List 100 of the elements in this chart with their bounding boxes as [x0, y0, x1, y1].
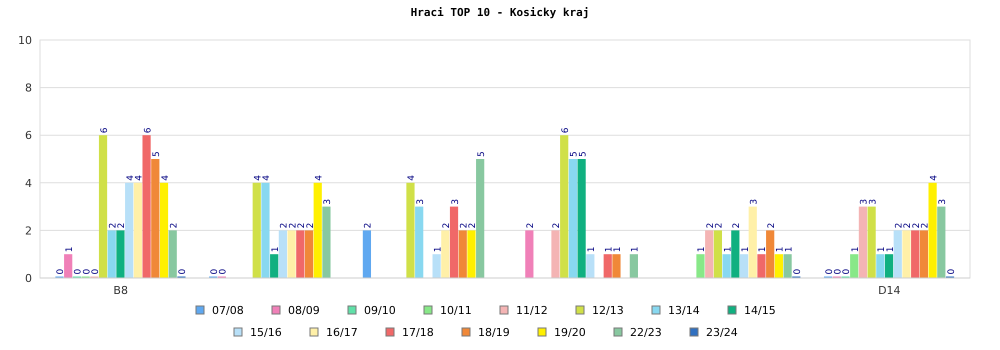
bar: [314, 182, 322, 278]
y-tick-label: 2: [25, 224, 32, 238]
data-label: 1: [886, 246, 896, 252]
data-label: 1: [604, 246, 614, 252]
y-tick-label: 6: [25, 129, 32, 142]
bar: [911, 230, 920, 278]
bar: [884, 254, 894, 278]
data-label: 2: [306, 222, 316, 228]
bar: [714, 230, 722, 278]
data-label: 2: [714, 222, 725, 228]
data-label: 0: [218, 268, 229, 274]
bar: [937, 206, 946, 278]
bar: [876, 254, 884, 278]
bar: [868, 206, 876, 278]
data-label: 6: [143, 127, 154, 134]
bar: [450, 206, 458, 278]
legend-label: 15/16: [250, 326, 282, 339]
bar: [920, 230, 928, 278]
data-label: 2: [288, 222, 298, 228]
data-label: 5: [570, 151, 580, 157]
data-label: 2: [552, 222, 562, 228]
data-label: 2: [526, 222, 536, 228]
bar: [783, 254, 792, 278]
bar: [287, 230, 296, 278]
data-label: 2: [169, 222, 180, 228]
bar: [125, 182, 134, 278]
x-tick-label: B8: [113, 284, 128, 297]
data-label: 5: [476, 151, 487, 157]
bar: [774, 254, 783, 278]
data-label: 2: [468, 222, 478, 228]
data-label: 0: [946, 268, 957, 274]
data-label: 1: [433, 246, 444, 252]
legend-label: 08/09: [288, 304, 320, 317]
data-label: 1: [850, 246, 861, 252]
data-label: 1: [877, 246, 888, 252]
data-label: 3: [450, 198, 461, 205]
data-label: 0: [793, 268, 804, 274]
y-tick-label: 8: [25, 82, 32, 95]
bar: [415, 206, 424, 278]
bar: [757, 254, 766, 278]
bar: [151, 159, 160, 278]
data-label: 6: [100, 127, 110, 134]
bar: [441, 230, 450, 278]
data-label: 0: [82, 268, 92, 274]
data-label: 1: [630, 246, 641, 252]
data-label: 6: [560, 127, 571, 134]
data-label: 1: [776, 246, 786, 252]
data-label: 2: [706, 222, 716, 228]
bar: [252, 182, 261, 278]
data-label: 3: [868, 198, 878, 205]
legend-label: 14/15: [744, 304, 776, 317]
bar: [261, 182, 270, 278]
bar: [160, 182, 168, 278]
y-tick-label: 10: [18, 34, 32, 47]
legend-label: 22/23: [630, 326, 662, 339]
bar: [850, 254, 858, 278]
data-label: 0: [842, 268, 852, 274]
data-label: 0: [824, 268, 835, 274]
data-label: 1: [613, 246, 624, 252]
data-label: 2: [442, 222, 452, 228]
data-label: 4: [160, 174, 171, 181]
data-label: 1: [723, 246, 734, 252]
bar: [604, 254, 612, 278]
data-label: 0: [74, 268, 84, 274]
data-label: 3: [416, 198, 426, 205]
legend-label: 19/20: [554, 326, 586, 339]
bar: [586, 254, 594, 278]
bar: [406, 182, 415, 278]
data-label: 3: [860, 198, 870, 205]
bar: [278, 230, 287, 278]
bar: [740, 254, 748, 278]
bar: [525, 230, 534, 278]
data-label: 2: [117, 222, 128, 228]
bar: [858, 206, 868, 278]
data-label: 4: [929, 174, 940, 181]
data-label: 1: [587, 246, 598, 252]
data-label: 2: [766, 222, 777, 228]
bar: [168, 230, 177, 278]
data-label: 1: [758, 246, 768, 252]
legend-label: 09/10: [364, 304, 396, 317]
data-label: 0: [210, 268, 220, 274]
data-label: 4: [126, 174, 136, 181]
legend-label: 16/17: [326, 326, 358, 339]
bar: [458, 230, 467, 278]
data-label: 5: [578, 151, 588, 157]
data-label: 2: [732, 222, 742, 228]
data-label: 4: [407, 174, 418, 181]
legend-label: 11/12: [516, 304, 548, 317]
data-label: 0: [178, 268, 188, 274]
bar: [560, 135, 568, 278]
bar: [98, 135, 108, 278]
bar: [748, 206, 757, 278]
bar: [630, 254, 638, 278]
bar: [902, 230, 911, 278]
data-label: 0: [56, 268, 66, 274]
data-label: 4: [314, 174, 324, 181]
data-label: 2: [364, 222, 374, 228]
bar: [296, 230, 304, 278]
data-label: 4: [262, 174, 272, 181]
legend-label: 12/13: [592, 304, 624, 317]
